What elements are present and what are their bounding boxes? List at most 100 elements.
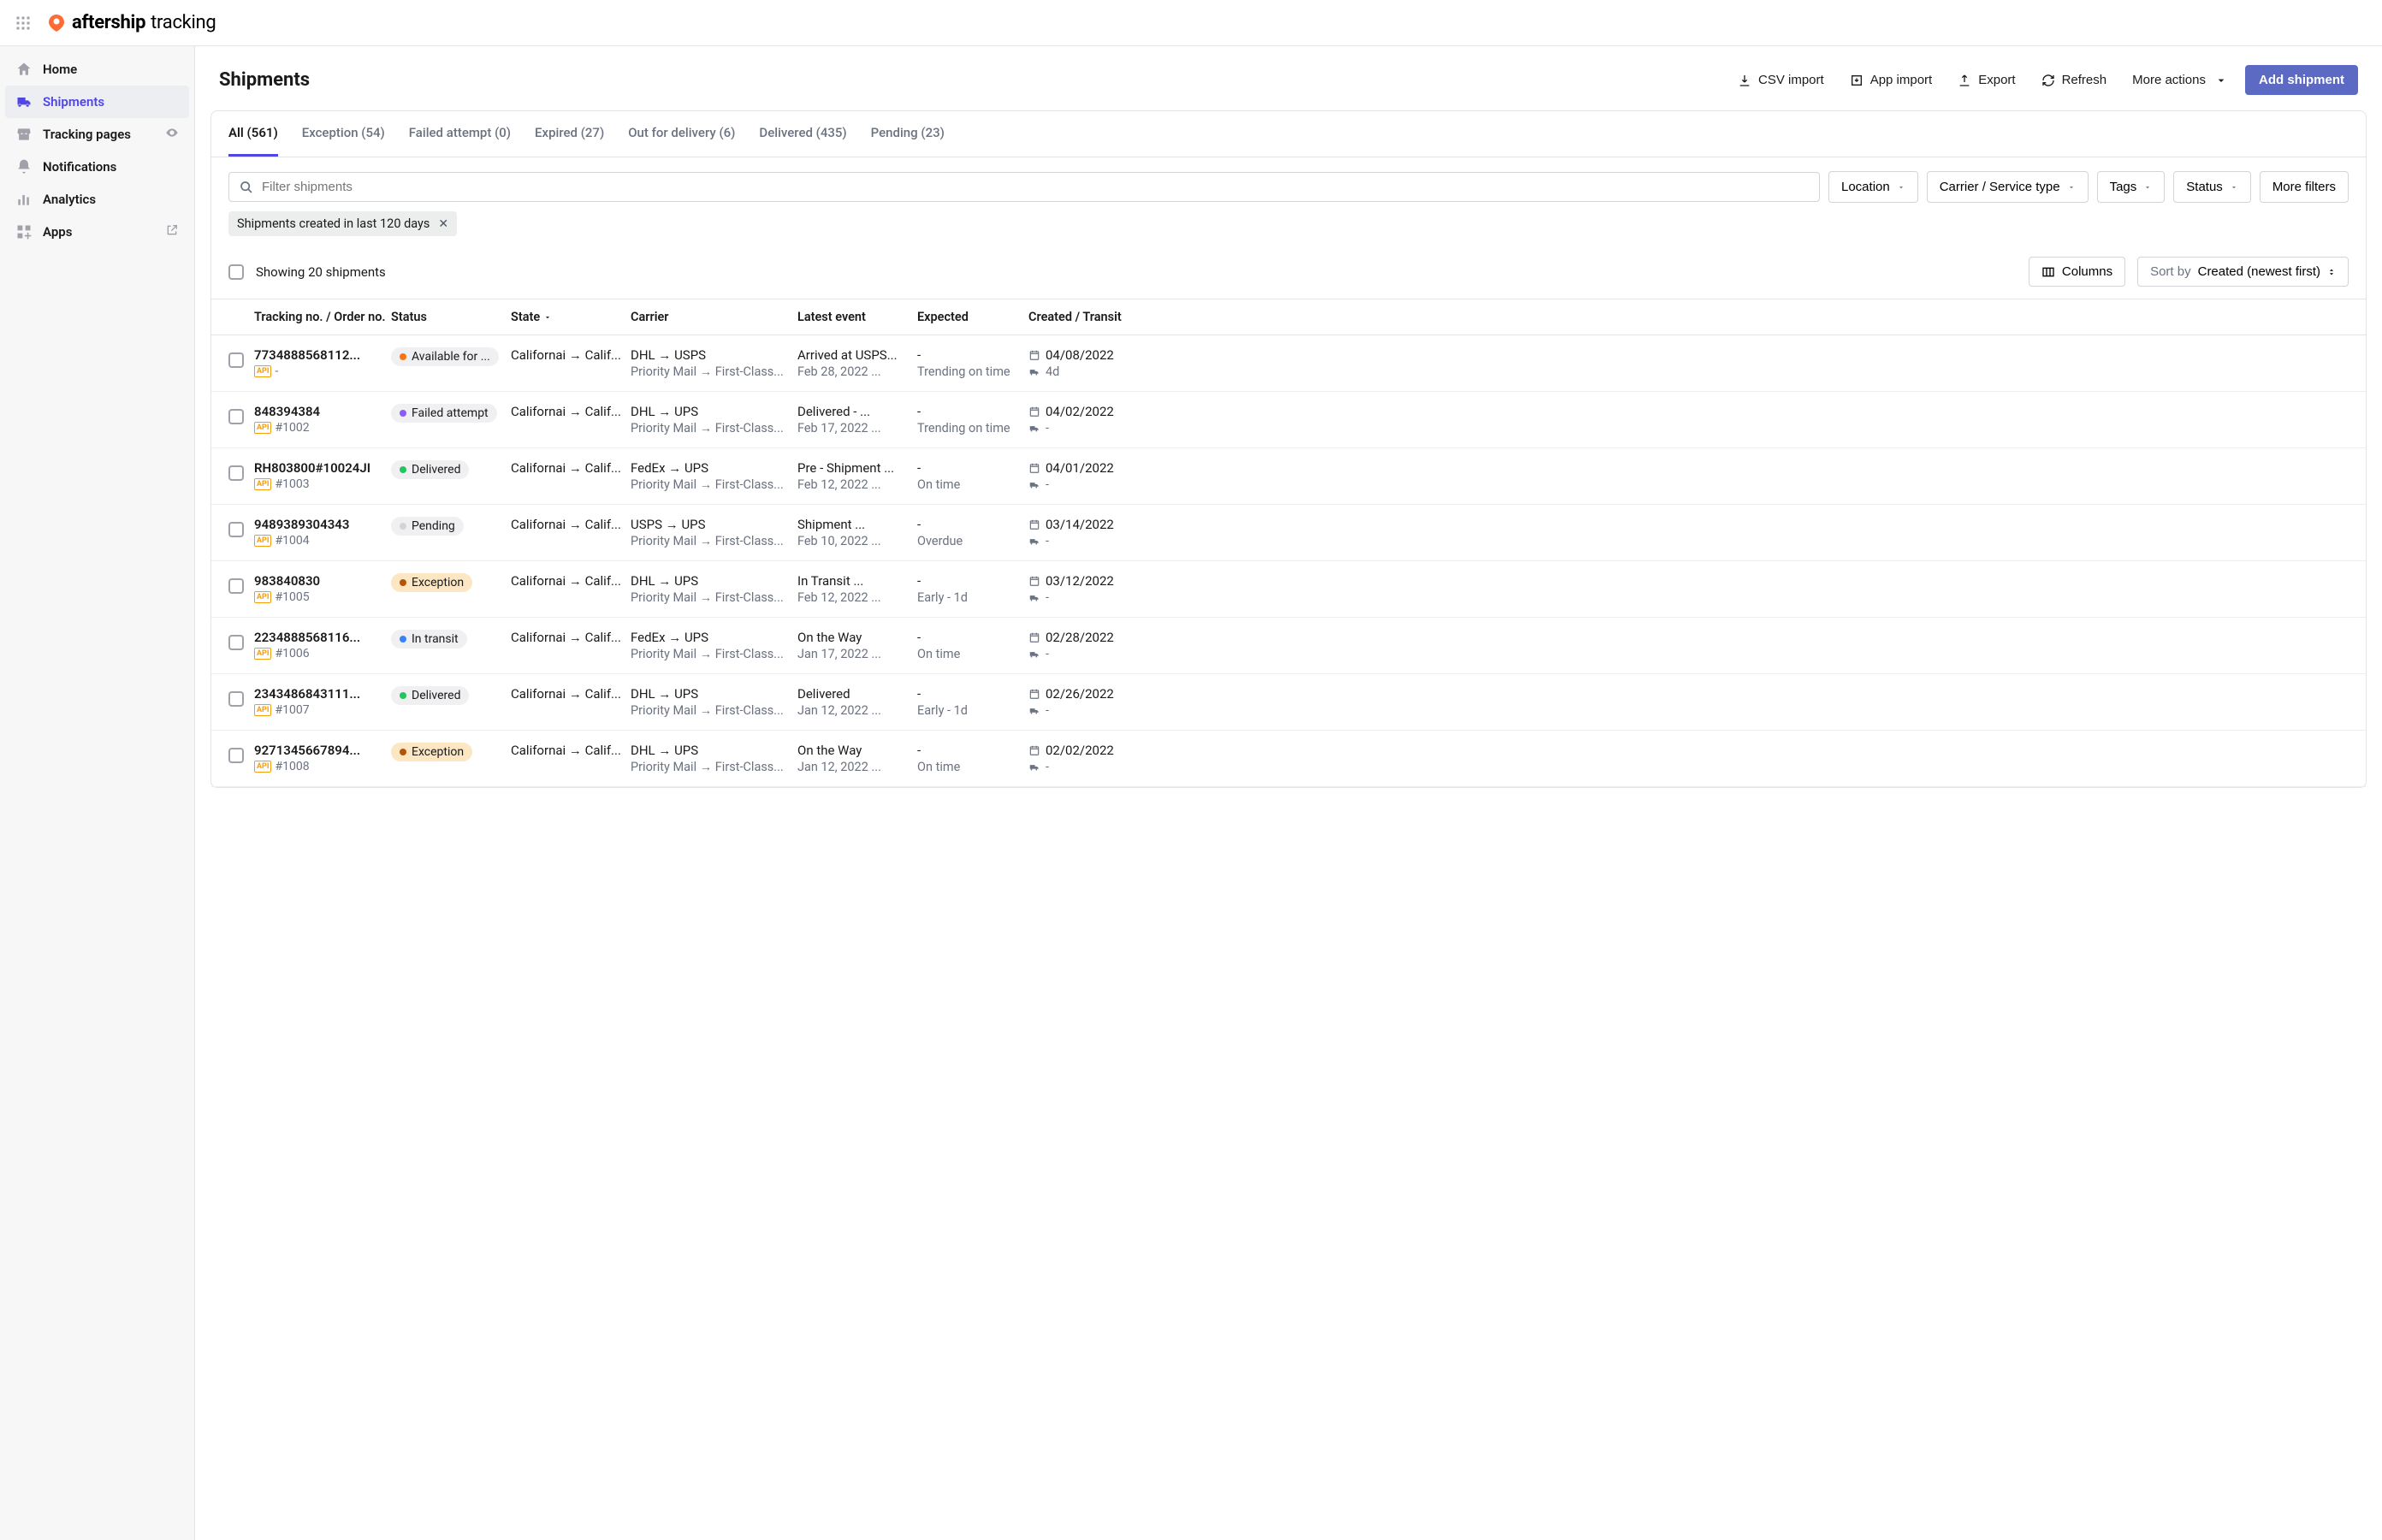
order-number: API#1006 — [254, 647, 391, 660]
tab[interactable]: Pending (23) — [871, 111, 945, 157]
calendar-icon — [1028, 462, 1040, 474]
select-all-checkbox[interactable] — [228, 264, 244, 280]
transit-time: - — [1028, 703, 2349, 718]
th-tracking: Tracking no. / Order no. — [254, 310, 391, 324]
transit-time: - — [1028, 421, 2349, 435]
carrier: DHL → USPS — [631, 347, 797, 363]
status-filter[interactable]: Status — [2173, 171, 2251, 203]
carrier: DHL → UPS — [631, 686, 797, 702]
expected: - — [917, 460, 1028, 476]
truck-icon — [1028, 366, 1040, 378]
expected-note: On time — [917, 477, 1028, 492]
state-route: Californai → Calif... — [511, 743, 631, 758]
expected-note: Overdue — [917, 534, 1028, 548]
carrier: DHL → UPS — [631, 404, 797, 419]
api-badge: API — [254, 761, 271, 773]
tags-filter[interactable]: Tags — [2097, 171, 2166, 203]
truck-icon — [1028, 761, 1040, 773]
tracking-number: 9271345667894... — [254, 743, 391, 758]
main: Shipments CSV import App import Export R… — [195, 46, 2382, 1540]
state-route: Californai → Calif... — [511, 347, 631, 363]
service: Priority Mail → First-Class... — [631, 364, 797, 379]
sidebar-item-shipments[interactable]: Shipments — [5, 86, 189, 118]
event-date: Feb 17, 2022 ... — [797, 421, 917, 435]
calendar-icon — [1028, 575, 1040, 587]
export-button[interactable]: Export — [1949, 68, 2024, 92]
carrier: USPS → UPS — [631, 517, 797, 532]
table-row[interactable]: 9271345667894...API#1008ExceptionCalifor… — [211, 731, 2366, 787]
sidebar-item-analytics[interactable]: Analytics — [0, 183, 194, 216]
order-number: API#1003 — [254, 477, 391, 491]
more-actions-button[interactable]: More actions — [2124, 68, 2237, 92]
transit-time: - — [1028, 647, 2349, 661]
table-row[interactable]: RH803800#10024JIAPI#1003DeliveredCalifor… — [211, 448, 2366, 505]
service: Priority Mail → First-Class... — [631, 703, 797, 718]
row-checkbox[interactable] — [228, 465, 244, 481]
sort-button[interactable]: Sort by Created (newest first) — [2137, 257, 2349, 287]
refresh-button[interactable]: Refresh — [2033, 68, 2116, 92]
carrier: FedEx → UPS — [631, 630, 797, 645]
sidebar-item-label: Notifications — [43, 159, 116, 175]
sidebar-item-tracking-pages[interactable]: Tracking pages — [0, 118, 194, 151]
order-number: API#1007 — [254, 703, 391, 717]
sidebar-item-label: Tracking pages — [43, 127, 131, 142]
expected-note: Trending on time — [917, 364, 1028, 379]
api-badge: API — [254, 535, 271, 547]
tab[interactable]: Out for delivery (6) — [628, 111, 735, 157]
chevron-down-icon — [1897, 183, 1905, 192]
tabs: All (561) Exception (54) Failed attempt (0… — [211, 111, 2366, 157]
tab[interactable]: All (561) — [228, 111, 278, 157]
row-checkbox[interactable] — [228, 748, 244, 763]
event-date: Feb 28, 2022 ... — [797, 364, 917, 379]
logo[interactable]: aftership tracking — [46, 12, 216, 33]
expected-note: Early - 1d — [917, 590, 1028, 605]
calendar-icon — [1028, 349, 1040, 361]
csv-import-button[interactable]: CSV import — [1729, 68, 1833, 92]
row-checkbox[interactable] — [228, 409, 244, 424]
search-input[interactable] — [262, 180, 1809, 194]
table-row[interactable]: 983840830API#1005ExceptionCalifornai → C… — [211, 561, 2366, 618]
showing-count: Showing 20 shipments — [256, 264, 2017, 280]
table-row[interactable]: 848394384API#1002Failed attemptCaliforna… — [211, 392, 2366, 448]
chevron-down-icon — [2230, 183, 2238, 192]
tab[interactable]: Delivered (435) — [759, 111, 846, 157]
columns-button[interactable]: Columns — [2029, 257, 2125, 287]
carrier-filter[interactable]: Carrier / Service type — [1927, 171, 2089, 203]
logo-icon — [46, 13, 67, 33]
th-state[interactable]: State — [511, 310, 631, 324]
truck-icon — [1028, 705, 1040, 717]
sidebar-item-home[interactable]: Home — [0, 53, 194, 86]
eye-icon — [165, 126, 179, 143]
tab[interactable]: Failed attempt (0) — [409, 111, 511, 157]
table-row[interactable]: 9489389304343API#1004PendingCalifornai →… — [211, 505, 2366, 561]
created-date: 02/26/2022 — [1028, 686, 2349, 702]
sidebar-item-notifications[interactable]: Notifications — [0, 151, 194, 183]
apps-grid-icon[interactable] — [15, 15, 31, 31]
search-input-wrap[interactable] — [228, 172, 1820, 202]
tracking-number: 2234888568116... — [254, 630, 391, 645]
row-checkbox[interactable] — [228, 352, 244, 368]
row-checkbox[interactable] — [228, 635, 244, 650]
status-badge: Delivered — [391, 460, 469, 479]
filter-chips: Shipments created in last 120 days ✕ — [211, 211, 2366, 248]
th-carrier: Carrier — [631, 310, 797, 324]
chip-remove-icon[interactable]: ✕ — [438, 217, 448, 231]
tab[interactable]: Exception (54) — [302, 111, 385, 157]
th-created: Created / Transit — [1028, 310, 2349, 324]
row-checkbox[interactable] — [228, 522, 244, 537]
expected: - — [917, 686, 1028, 702]
row-checkbox[interactable] — [228, 691, 244, 707]
truck-icon — [15, 93, 33, 110]
add-shipment-button[interactable]: Add shipment — [2245, 65, 2358, 95]
table-row[interactable]: 2343486843111...API#1007DeliveredCalifor… — [211, 674, 2366, 731]
sidebar-item-apps[interactable]: Apps — [0, 216, 194, 248]
app-import-button[interactable]: App import — [1841, 68, 1941, 92]
expected-note: On time — [917, 760, 1028, 774]
table-row[interactable]: 2234888568116...API#1006In transitCalifo… — [211, 618, 2366, 674]
table-row[interactable]: 7734888568112...API-Available for ...Cal… — [211, 335, 2366, 392]
tab[interactable]: Expired (27) — [535, 111, 604, 157]
row-checkbox[interactable] — [228, 578, 244, 594]
more-filters-button[interactable]: More filters — [2260, 171, 2349, 203]
order-number: API#1004 — [254, 534, 391, 548]
location-filter[interactable]: Location — [1828, 171, 1918, 203]
